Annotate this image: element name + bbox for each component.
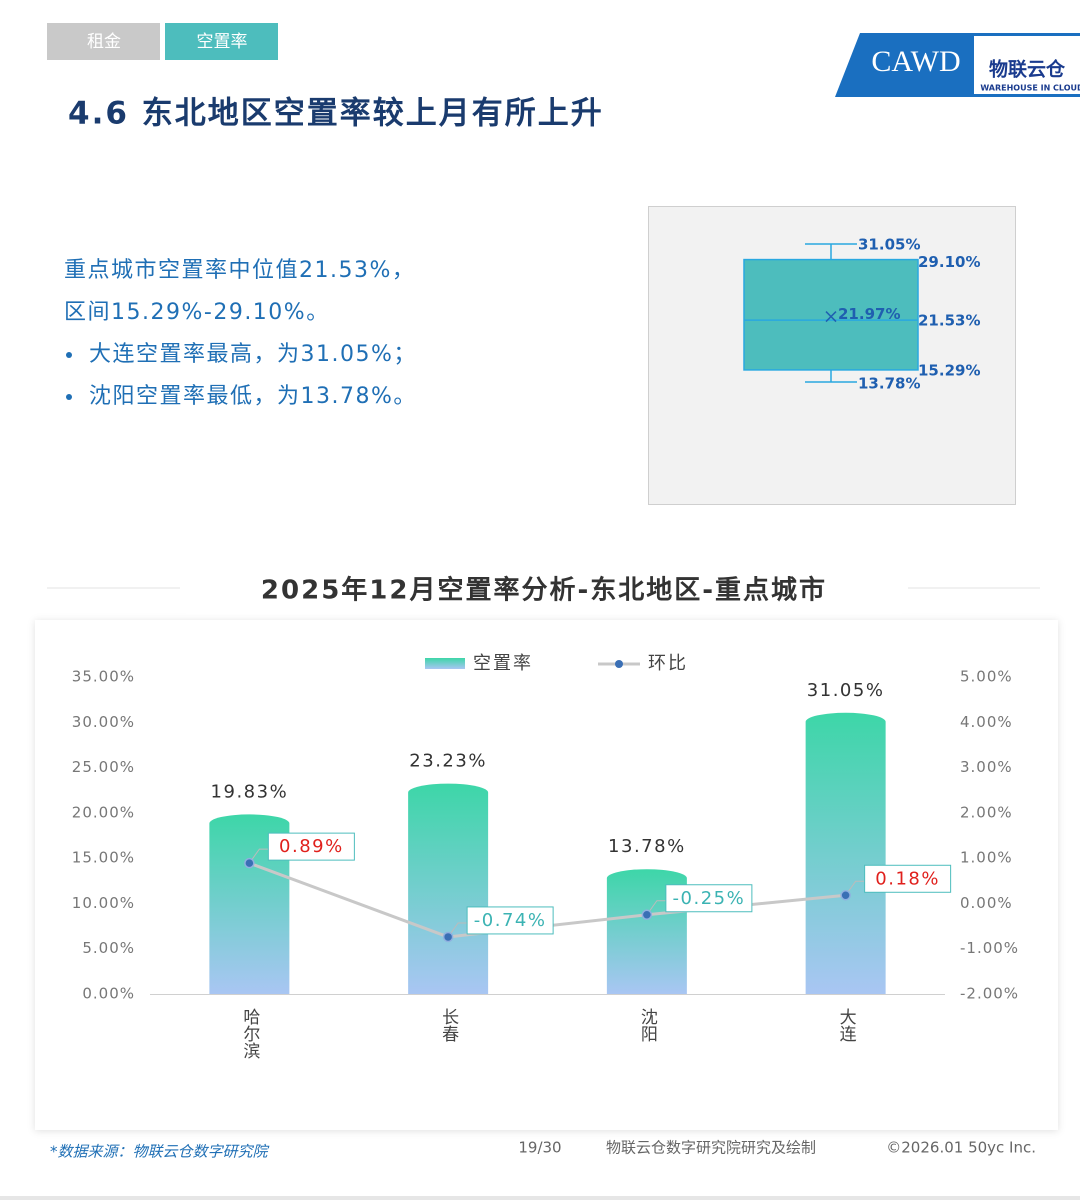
box-label: 21.53% [918,312,980,330]
bullet-dot [66,394,72,400]
box-label: 13.78% [858,375,920,393]
page-number: 19/30 [518,1139,561,1157]
y-tick-label: 0.00% [82,985,135,1003]
y-tick-label: 20.00% [72,803,135,821]
page-title: 4.6 东北地区空置率较上月有所上升 [68,96,604,132]
y2-tick-label: 1.00% [960,849,1013,867]
y-tick-label: 35.00% [72,668,135,686]
bar-value-label: 31.05% [807,680,885,701]
credit: 物联云仓数字研究院研究及绘制 [606,1139,816,1157]
line-point [641,909,653,920]
y-tick-label: 10.00% [72,894,135,912]
y2-tick-label: -2.00% [960,985,1019,1003]
value-label-box [864,864,952,893]
bullet-dot [66,352,72,358]
copyright: ©2026.01 50yc Inc. [886,1139,1036,1157]
box-label: 15.29% [918,361,980,379]
bar-value-label: 23.23% [409,751,487,772]
bar-value-label: 13.78% [608,836,686,857]
y-tick-label: 25.00% [72,758,135,776]
tab[interactable] [165,23,278,60]
line-point [442,931,454,943]
value-label-box [665,884,753,913]
y2-tick-label: -1.00% [960,939,1019,957]
box [743,258,919,371]
x-tick-label: 哈尔滨 [239,1008,260,1059]
label-leader [248,848,270,864]
box-label: 31.05% [858,236,920,254]
x-tick-label: 大连 [836,1008,857,1042]
line-value-label: 0.89% [279,836,344,857]
line-point [244,857,255,869]
value-label-box [466,906,554,935]
logo-text: CAWD [871,45,960,78]
logo-brand: 物联云仓 [989,58,1066,81]
line-point [840,890,851,901]
source-note: *数据来源：物联云仓数字研究院 [50,1143,270,1161]
tab-label[interactable]: 租金 [87,32,121,52]
y-tick-label: 5.00% [82,939,135,957]
line-value-label: -0.25% [673,888,746,909]
bar [408,783,489,994]
value-label-box [267,832,355,861]
logo-sub: WAREHOUSE IN CLOUD [980,84,1080,93]
label-leader [447,922,469,938]
legend-swatch [425,658,465,669]
bar [805,712,886,994]
line-value-label: -0.74% [474,910,547,931]
legend-label: 环比 [648,653,688,674]
label-leader [845,880,866,896]
y2-tick-label: 3.00% [960,758,1013,776]
title-pill [180,566,908,614]
summary-line: 重点城市空置率中位值21.53%， [64,258,415,283]
summary-bullet: 沈阳空置率最低，为13.78%。 [89,384,417,409]
bottom-band [0,1196,1080,1200]
y2-tick-label: 4.00% [960,713,1013,731]
y-tick-label: 15.00% [72,849,135,867]
mean-marker [825,311,837,323]
y2-tick-label: 0.00% [960,894,1013,912]
summary-line: 区间15.29%-29.10%。 [64,300,330,325]
x-tick-label: 沈阳 [637,1008,658,1042]
y-tick-label: 30.00% [72,713,135,731]
bar-value-label: 19.83% [211,781,289,802]
y2-tick-label: 2.00% [960,803,1013,821]
tab[interactable] [47,23,160,60]
line-value-label: 0.18% [875,868,940,889]
logo-box [974,36,1080,94]
label-leader [646,900,667,916]
box-label: 29.10% [918,253,980,271]
chart-title: 2025年12月空置率分析-东北地区-重点城市 [261,575,827,606]
tab-label[interactable]: 空置率 [197,32,248,52]
legend-dot [615,660,623,668]
x-tick-label: 长春 [438,1008,459,1042]
box-label: 21.97% [838,305,900,323]
y2-tick-label: 5.00% [960,668,1013,686]
summary-bullet: 大连空置率最高，为31.05%； [89,342,417,367]
legend-label: 空置率 [473,653,533,674]
